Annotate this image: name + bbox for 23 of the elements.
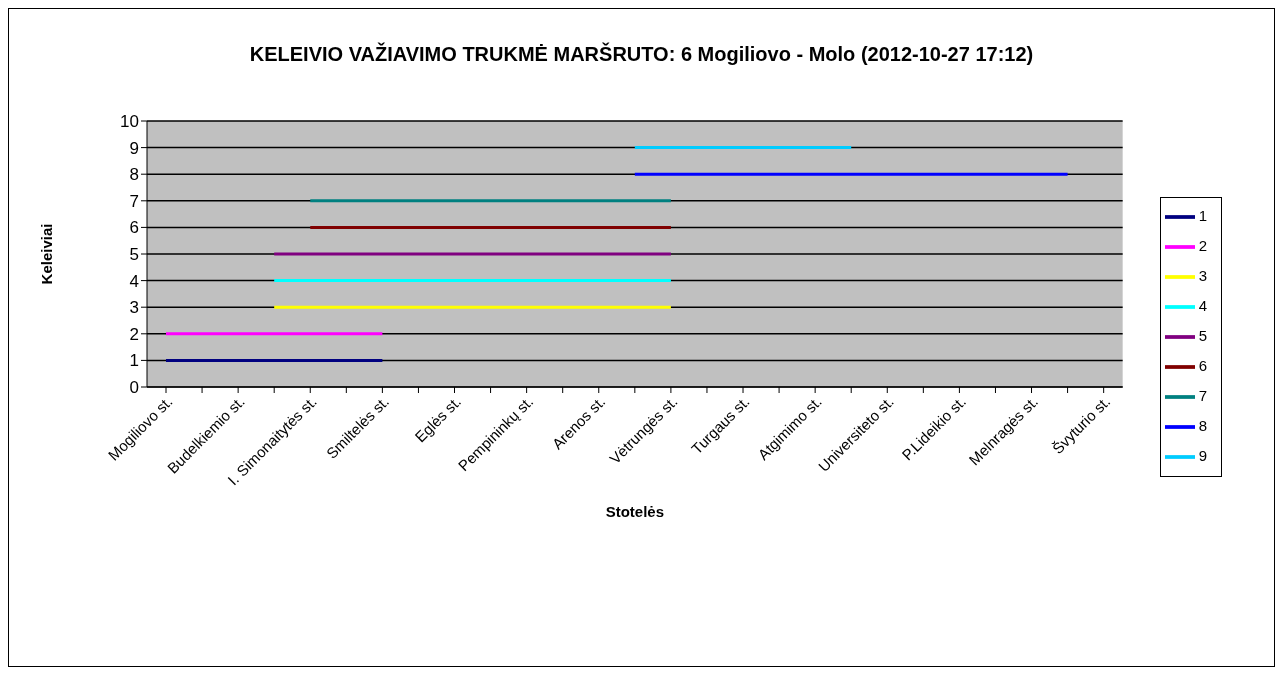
legend-label: 2	[1198, 236, 1207, 254]
legend-label: 7	[1198, 386, 1207, 404]
y-tick-label: 7	[129, 191, 139, 211]
y-tick-label: 6	[129, 218, 139, 238]
y-tick-label: 2	[129, 324, 139, 344]
y-tick-label: 4	[129, 271, 139, 291]
y-axis-title: Keleiviai	[38, 223, 56, 285]
y-tick-label: 1	[129, 351, 139, 371]
y-tick-label: 8	[129, 165, 139, 185]
legend-label: 8	[1198, 416, 1207, 434]
y-tick-label: 3	[129, 298, 139, 318]
x-axis-title: Stotelės	[605, 503, 665, 520]
legend-label: 9	[1198, 446, 1207, 464]
y-tick-label: 5	[129, 245, 139, 265]
y-tick-label: 10	[120, 112, 139, 132]
legend-label: 5	[1198, 326, 1207, 344]
y-tick-label: 0	[129, 378, 139, 398]
legend-label: 4	[1198, 296, 1207, 314]
chart-title: KELEIVIO VAŽIAVIMO TRUKMĖ MARŠRUTO: 6 Mogiliovo - Molo (2012-10-27 17:12)	[248, 43, 1035, 66]
legend-label: 6	[1198, 356, 1207, 374]
legend-label: 1	[1198, 206, 1207, 224]
legend-label: 3	[1198, 266, 1207, 284]
y-tick-label: 9	[129, 138, 139, 158]
